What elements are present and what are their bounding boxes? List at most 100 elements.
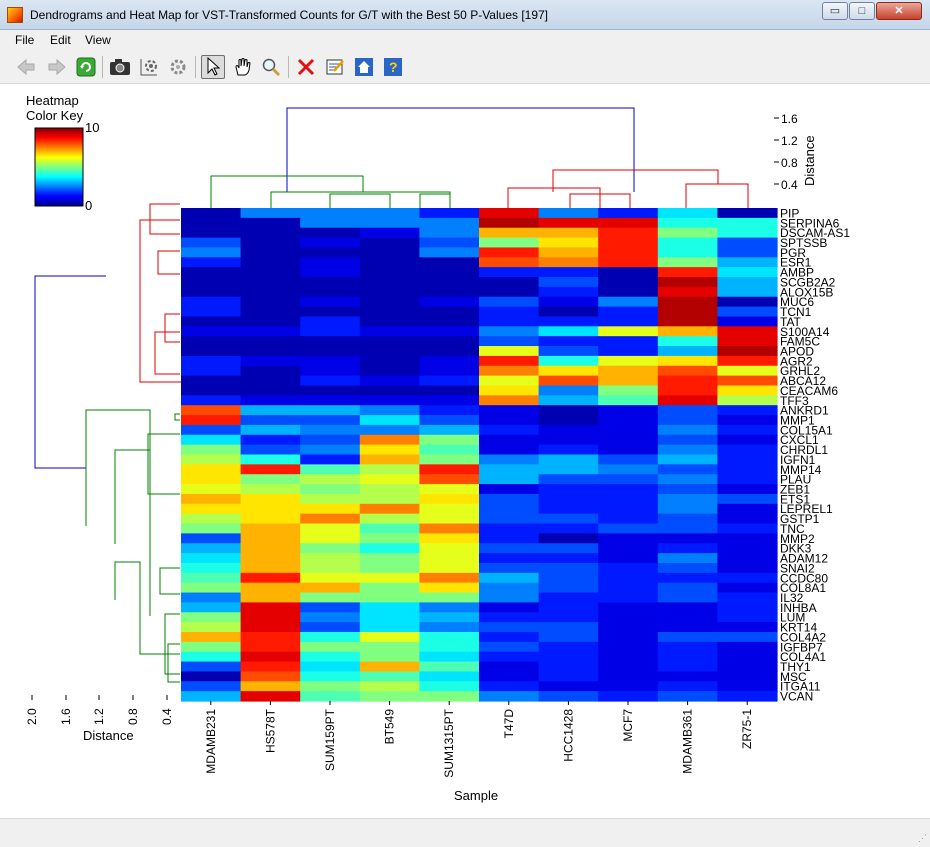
heatmap-cell bbox=[359, 346, 420, 357]
heatmap-cell bbox=[479, 267, 540, 278]
heatmap-cell bbox=[359, 493, 420, 505]
heatmap-cell bbox=[657, 277, 718, 288]
heatmap-cell bbox=[538, 286, 599, 298]
color-key-bar bbox=[34, 127, 84, 207]
heatmap-cell bbox=[240, 681, 301, 692]
settings-grid-icon[interactable] bbox=[137, 55, 161, 79]
heatmap-cell bbox=[181, 543, 242, 554]
forward-arrow-icon[interactable] bbox=[45, 55, 69, 79]
heatmap-cell bbox=[657, 553, 718, 564]
back-arrow-icon[interactable] bbox=[14, 55, 38, 79]
heatmap-cell bbox=[419, 602, 480, 613]
heatmap-cell bbox=[717, 306, 778, 318]
heatmap-cell bbox=[598, 365, 659, 377]
heatmap-cell bbox=[598, 208, 659, 219]
close-red-icon[interactable] bbox=[294, 55, 318, 79]
heatmap-cell bbox=[359, 691, 420, 702]
heatmap-cell bbox=[657, 484, 718, 495]
heatmap-cell bbox=[717, 474, 778, 485]
heatmap-cell bbox=[181, 247, 242, 258]
hand-icon[interactable] bbox=[230, 55, 254, 79]
heatmap-cell bbox=[419, 533, 480, 544]
heatmap-cell bbox=[717, 612, 778, 623]
heatmap-cell bbox=[300, 651, 361, 663]
row-label: CEACAM6 bbox=[780, 384, 838, 398]
heatmap-cell bbox=[359, 641, 420, 653]
heatmap-cell bbox=[479, 227, 540, 239]
column-label: BT549 bbox=[383, 709, 397, 745]
zoom-icon[interactable] bbox=[259, 55, 283, 79]
maximize-button[interactable]: □ bbox=[849, 2, 875, 20]
row-dendro-green-g bbox=[167, 643, 180, 683]
heatmap-cell bbox=[419, 464, 480, 475]
camera-icon[interactable] bbox=[108, 55, 132, 79]
heatmap-cell bbox=[419, 306, 480, 318]
heatmap-cell bbox=[419, 434, 480, 446]
heatmap-cell bbox=[300, 474, 361, 485]
heatmap-cell bbox=[717, 562, 778, 574]
heatmap-cell bbox=[419, 385, 480, 396]
heatmap-cell bbox=[181, 493, 242, 505]
heatmap-cell bbox=[538, 405, 599, 416]
minimize-button[interactable]: ▭ bbox=[822, 2, 848, 20]
heatmap-cell bbox=[419, 424, 480, 436]
heatmap-cell bbox=[717, 296, 778, 308]
heatmap-cell bbox=[538, 247, 599, 258]
menu-view[interactable]: View bbox=[85, 33, 111, 47]
home-icon[interactable] bbox=[352, 55, 376, 79]
heatmap-cell bbox=[598, 217, 659, 229]
close-window-button[interactable]: ✕ bbox=[876, 2, 922, 20]
heatmap-cell bbox=[240, 434, 301, 446]
heatmap-cell bbox=[181, 661, 242, 673]
heatmap-cell bbox=[479, 257, 540, 268]
row-label: COL4A1 bbox=[780, 650, 826, 664]
heatmap-cell bbox=[419, 553, 480, 564]
column-label: MDAMB231 bbox=[204, 709, 218, 774]
row-dendro-red-c bbox=[154, 331, 180, 375]
heatmap-cell bbox=[240, 375, 301, 387]
heatmap-cell bbox=[479, 247, 540, 258]
heatmap-cell bbox=[359, 385, 420, 396]
heatmap-cell bbox=[717, 355, 778, 367]
heatmap-cell bbox=[240, 484, 301, 495]
menu-file[interactable]: File bbox=[15, 33, 35, 47]
heatmap-cell bbox=[717, 365, 778, 377]
heatmap-cell bbox=[598, 415, 659, 426]
refresh-icon[interactable] bbox=[74, 55, 98, 79]
edit-notes-icon[interactable] bbox=[323, 55, 347, 79]
heatmap-cell bbox=[181, 385, 242, 396]
heatmap-cell bbox=[657, 661, 718, 673]
heatmap-cell bbox=[181, 631, 242, 643]
pointer-icon[interactable] bbox=[201, 55, 225, 79]
row-label: ZEB1 bbox=[780, 483, 810, 497]
heatmap-cell bbox=[300, 582, 361, 594]
heatmap-cell bbox=[598, 513, 659, 525]
heatmap-cell bbox=[240, 296, 301, 308]
heatmap-cell bbox=[419, 484, 480, 495]
heatmap-cell bbox=[479, 424, 540, 436]
resize-grip-icon[interactable]: ⋰ bbox=[918, 833, 927, 843]
heatmap-cell bbox=[479, 523, 540, 534]
col-dendro-red-b bbox=[569, 193, 631, 208]
heatmap-cell bbox=[479, 415, 540, 426]
heatmap-cell bbox=[657, 415, 718, 426]
menu-edit[interactable]: Edit bbox=[50, 33, 71, 47]
row-dendro-green-f bbox=[164, 613, 180, 675]
heatmap-cell bbox=[598, 346, 659, 357]
heatmap-cell bbox=[538, 326, 599, 337]
row-label: MMP1 bbox=[780, 413, 815, 427]
heatmap-cell bbox=[300, 641, 361, 653]
row-label: MMP2 bbox=[780, 532, 815, 546]
help-icon[interactable]: ? bbox=[381, 55, 405, 79]
heatmap-cell bbox=[240, 493, 301, 505]
heatmap-cell bbox=[479, 602, 540, 613]
heatmap-cell bbox=[181, 415, 242, 426]
heatmap-cell bbox=[359, 267, 420, 278]
heatmap-cell bbox=[419, 691, 480, 702]
heatmap-cell bbox=[538, 651, 599, 663]
gear-icon[interactable] bbox=[166, 55, 190, 79]
heatmap-cell bbox=[479, 454, 540, 465]
heatmap-cell bbox=[538, 306, 599, 318]
heatmap-cell bbox=[181, 346, 242, 357]
menu-bar: File Edit View bbox=[0, 30, 930, 50]
